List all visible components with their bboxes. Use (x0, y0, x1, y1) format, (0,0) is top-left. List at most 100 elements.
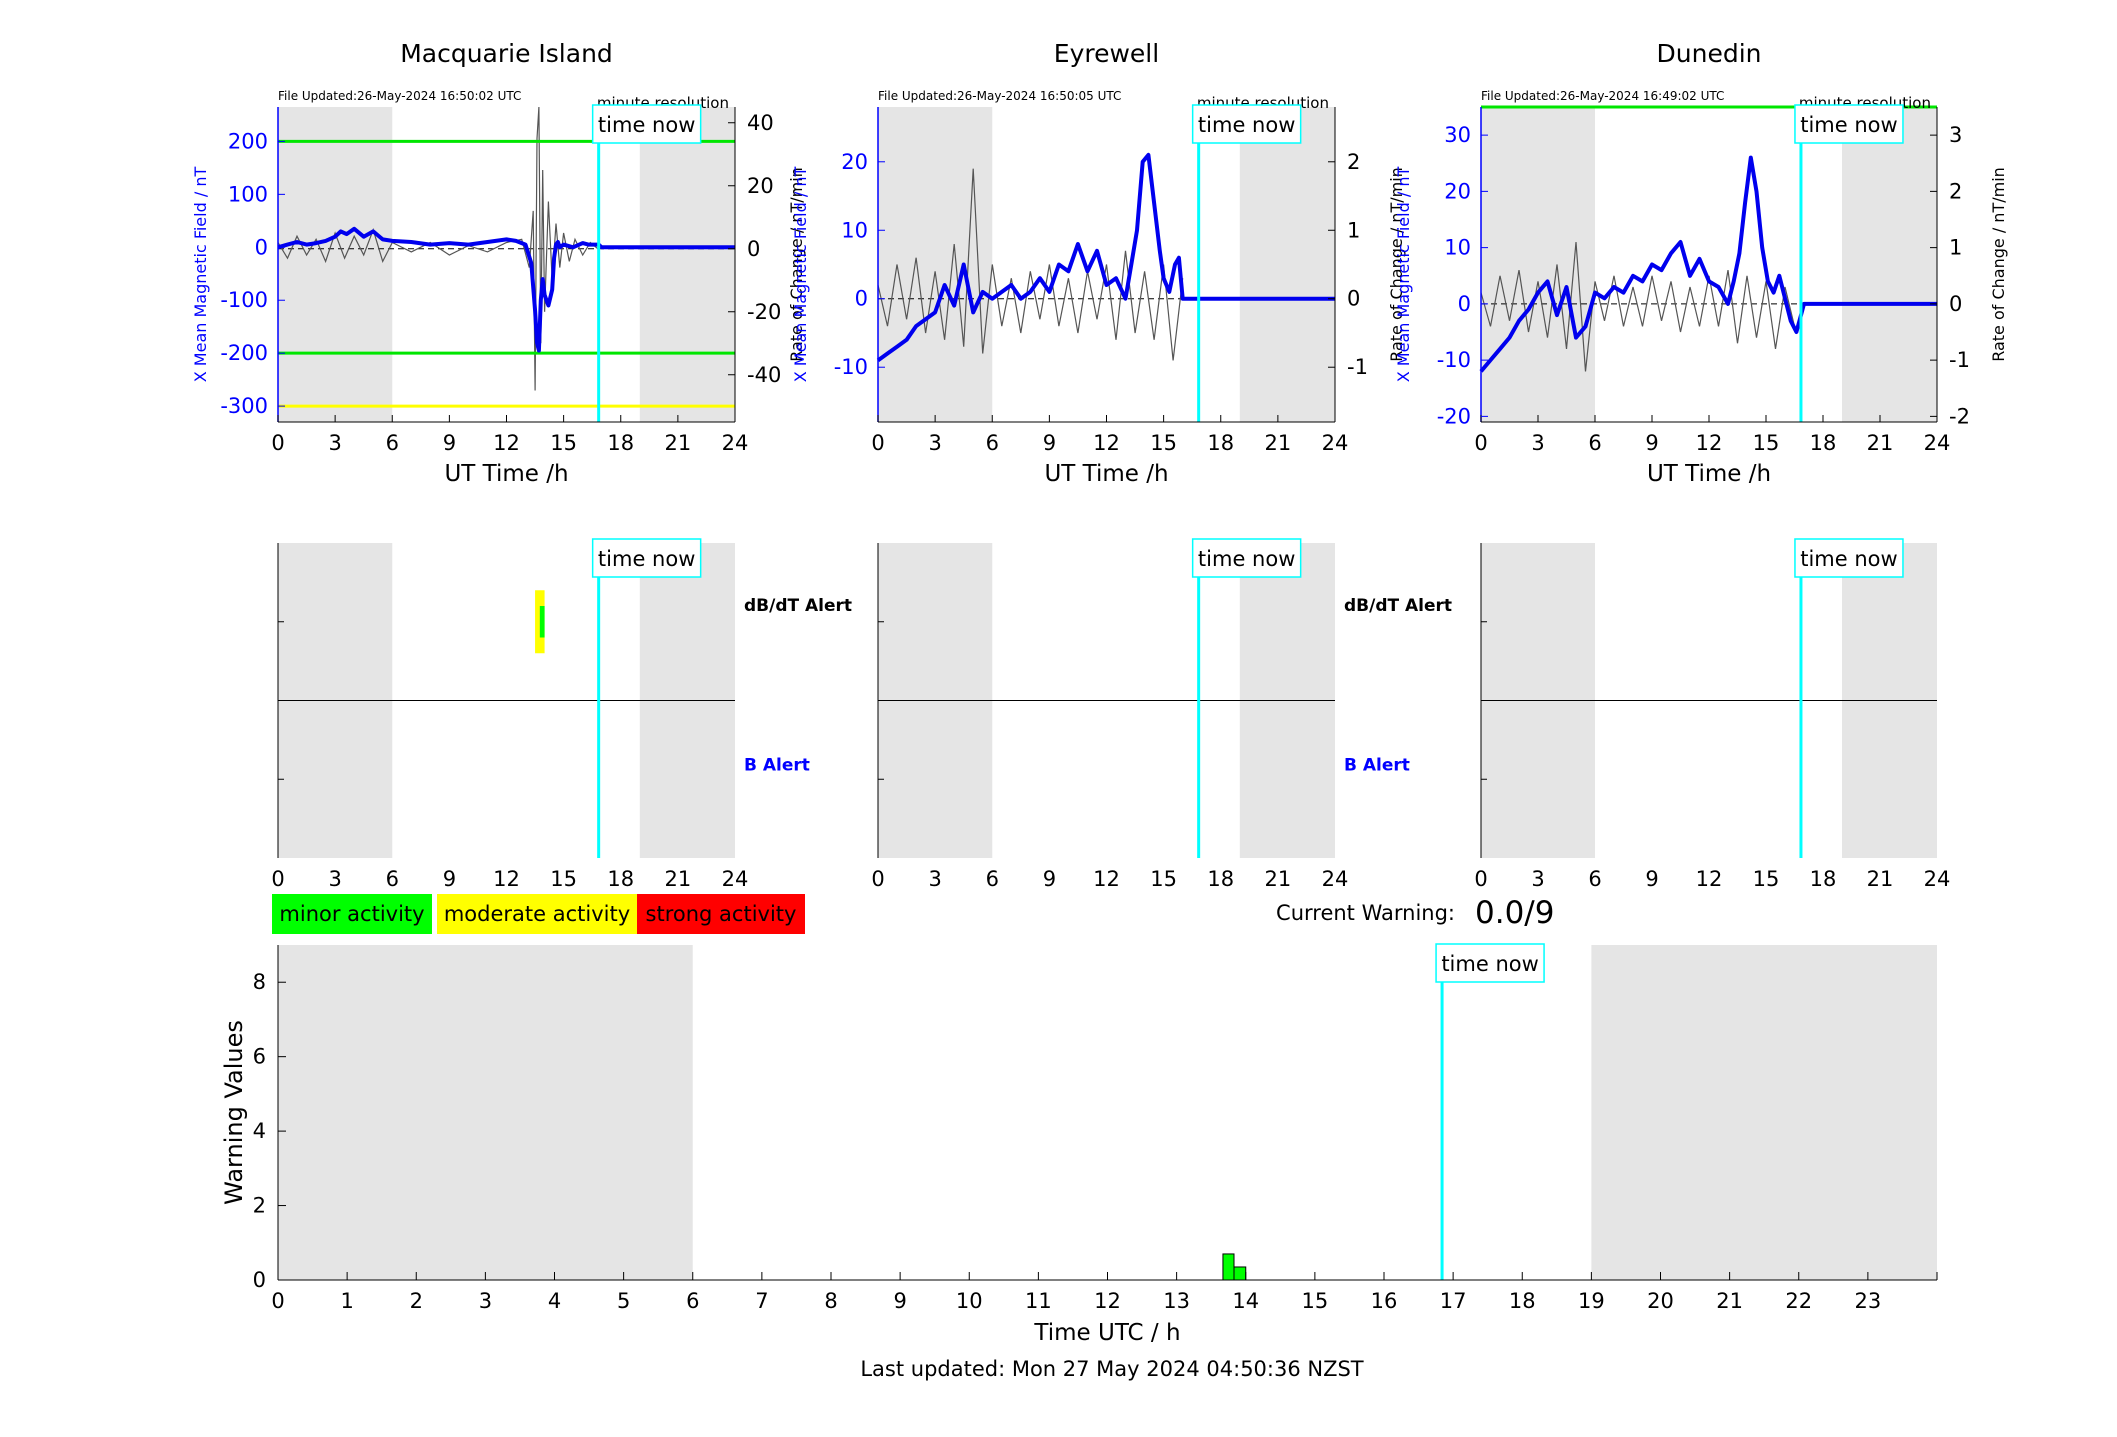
x-tick-label: 3 (328, 431, 341, 455)
x-tick-label: 6 (986, 867, 999, 891)
time-now-box (591, 104, 702, 144)
x-tick-label: 15 (1150, 867, 1177, 891)
y-tick-label: 0 (855, 287, 868, 311)
alert-mark-minor (539, 606, 545, 638)
last-updated: Last updated: Mon 27 May 2024 04:50:36 N… (860, 1357, 1363, 1381)
x-tick-label: 6 (386, 867, 399, 891)
x-tick-label: 0 (1474, 431, 1487, 455)
y-right-tick-label: 20 (747, 174, 774, 198)
dbdt-alert-label: dB/dT Alert (744, 596, 852, 616)
x-tick-label: 21 (1867, 431, 1894, 455)
legend-label-minor: minor activity (279, 902, 424, 926)
file-updated: File Updated:26-May-2024 16:50:05 UTC (878, 89, 1121, 103)
x-tick-label: 3 (928, 867, 941, 891)
magnetic-field-series (1479, 155, 1937, 373)
y-right-tick-label: 1 (1949, 236, 1962, 260)
y-right-tick-label: -40 (747, 363, 781, 387)
x-tick-label: 15 (550, 431, 577, 455)
y-tick-label: -200 (220, 341, 268, 365)
chart-title: Eyrewell (1054, 39, 1159, 68)
y-axis-label: X Mean Magnetic Field / nT (1394, 167, 1413, 383)
warning-bar (1233, 1266, 1247, 1281)
y-tick-label: 0 (255, 235, 268, 259)
x-tick-label: 24 (1322, 431, 1349, 455)
x-tick-label: 2 (410, 1289, 423, 1313)
x-tick-label: 15 (1302, 1289, 1329, 1313)
x-tick-label: 18 (1207, 431, 1234, 455)
y-right-axis-label: Rate of Change / nT/min (787, 167, 806, 362)
x-tick-label: 3 (1531, 431, 1544, 455)
x-tick-label: 0 (271, 867, 284, 891)
time-now-label: time now (598, 547, 695, 571)
x-tick-label: 18 (607, 431, 634, 455)
x-tick-label: 18 (1810, 431, 1837, 455)
alert-chart-1: 0 3 6 9 12 15 18 21 24 dB/dT Alert B Alert time now (271, 538, 852, 891)
x-tick-label: 15 (1753, 431, 1780, 455)
x-tick-label: 0 (871, 431, 884, 455)
y-axis-label: X Mean Magnetic Field / nT (791, 167, 810, 383)
b-alert-label: B Alert (1344, 756, 1410, 776)
y-right-tick-label: 0 (1949, 292, 1962, 316)
x-tick-label: 20 (1647, 1289, 1674, 1313)
x-tick-label: 1 (340, 1289, 353, 1313)
x-tick-label: 18 (607, 867, 634, 891)
legend-label-strong: strong activity (646, 902, 797, 926)
y-right-tick-label: 3 (1949, 123, 1962, 147)
x-tick-label: 12 (493, 431, 520, 455)
y-right-axis-label: Rate of Change / nT/min (1387, 167, 1406, 362)
y-tick-label: 10 (841, 218, 868, 242)
x-tick-label: 21 (1265, 431, 1292, 455)
x-tick-label: 24 (1322, 867, 1349, 891)
x-tick-label: 17 (1440, 1289, 1467, 1313)
x-tick-label: 12 (1696, 867, 1723, 891)
y-right-tick-label: 0 (1347, 287, 1360, 311)
x-tick-label: 21 (1716, 1289, 1743, 1313)
file-updated: File Updated:26-May-2024 16:49:02 UTC (1481, 89, 1724, 103)
x-tick-label: 6 (986, 431, 999, 455)
current-warning-value: 0.0/9 (1475, 895, 1554, 931)
x-tick-label: 16 (1371, 1289, 1398, 1313)
legend-swatch-strong (637, 894, 805, 934)
x-tick-label: 3 (928, 431, 941, 455)
x-tick-label: 12 (1093, 867, 1120, 891)
x-tick-label: 7 (755, 1289, 768, 1313)
warning-bar (1222, 1253, 1235, 1281)
night-shade (1481, 107, 1595, 422)
x-axis-label: UT Time /h (444, 461, 568, 487)
x-tick-label: 3 (1531, 867, 1544, 891)
x-axis-label: UT Time /h (1647, 461, 1771, 487)
y-tick-label: 20 (1444, 179, 1471, 203)
x-tick-label: 9 (1043, 431, 1056, 455)
time-now-box (1435, 943, 1545, 983)
legend-label-moderate: moderate activity (444, 902, 630, 926)
x-tick-label: 0 (871, 867, 884, 891)
x-tick-label: 18 (1810, 867, 1837, 891)
x-tick-label: 24 (1924, 431, 1951, 455)
x-tick-label: 9 (1043, 867, 1056, 891)
y-tick-label: 8 (253, 970, 266, 994)
y-tick-label: 4 (253, 1119, 266, 1143)
y-tick-label: -10 (1437, 348, 1471, 372)
y-axis-label: X Mean Magnetic Field / nT (191, 167, 210, 383)
time-now-box (1191, 538, 1302, 578)
x-tick-label: 6 (686, 1289, 699, 1313)
activity-legend: minor activity moderate activity strong … (272, 894, 805, 934)
x-tick-label: 10 (956, 1289, 983, 1313)
time-now-box (1191, 104, 1302, 144)
y-tick-label: -100 (220, 288, 268, 312)
alert-chart-2: 0 3 6 9 12 15 18 21 24 dB/dT Alert B Alert time now (871, 538, 1452, 891)
rate-of-change-series (877, 168, 1184, 361)
y-axis-label: Warning Values (220, 1020, 248, 1205)
night-shade (278, 107, 393, 422)
y-tick-label: 30 (1444, 123, 1471, 147)
x-tick-label: 15 (1150, 431, 1177, 455)
alert-mark-moderate (535, 590, 545, 654)
y-tick-label: 2 (253, 1194, 266, 1218)
time-now-label: time now (1198, 547, 1295, 571)
rate-of-change-series (1480, 241, 1796, 372)
chart-title: Dunedin (1657, 39, 1762, 68)
